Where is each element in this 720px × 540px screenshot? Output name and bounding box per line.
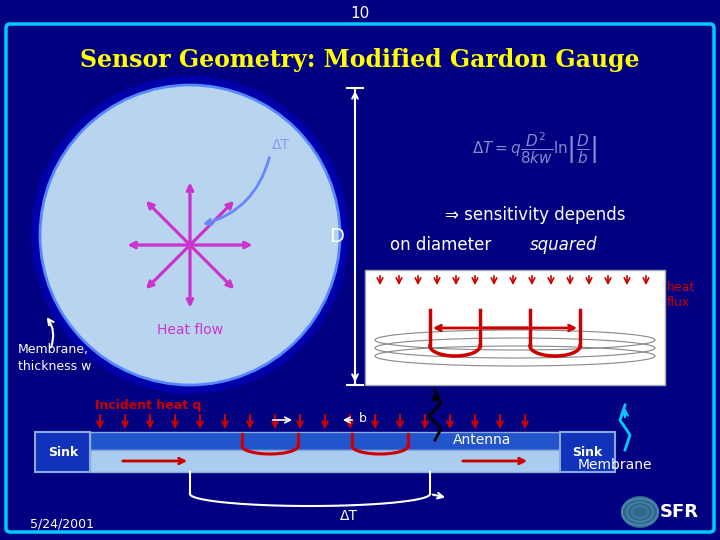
Bar bbox=[35, 432, 90, 472]
Bar bbox=[560, 432, 615, 472]
Text: 10: 10 bbox=[351, 6, 369, 22]
Text: D: D bbox=[330, 227, 344, 246]
Ellipse shape bbox=[40, 85, 340, 385]
Text: Membrane: Membrane bbox=[577, 458, 652, 472]
Text: heat
flux: heat flux bbox=[667, 281, 696, 309]
Text: Incident heat q: Incident heat q bbox=[95, 400, 202, 413]
Bar bbox=[90, 432, 560, 450]
Text: b: b bbox=[359, 413, 367, 426]
Ellipse shape bbox=[621, 496, 659, 528]
Text: Heat flow: Heat flow bbox=[157, 323, 223, 337]
Text: thickness w: thickness w bbox=[18, 361, 91, 374]
Text: ΔT: ΔT bbox=[340, 509, 358, 523]
Text: Sensor Geometry: Modified Gardon Gauge: Sensor Geometry: Modified Gardon Gauge bbox=[80, 48, 640, 72]
Text: 5/24/2001: 5/24/2001 bbox=[30, 517, 94, 530]
Text: squared: squared bbox=[530, 236, 598, 254]
Text: on diameter: on diameter bbox=[390, 236, 497, 254]
Ellipse shape bbox=[31, 76, 349, 394]
Text: Sink: Sink bbox=[572, 446, 602, 458]
Text: ΔT: ΔT bbox=[272, 138, 290, 152]
Bar bbox=[365, 270, 665, 385]
Text: $\mathit{\Delta T=q\dfrac{D^2}{8kw}\ln\!\left|\dfrac{D}{b}\right|}$: $\mathit{\Delta T=q\dfrac{D^2}{8kw}\ln\!… bbox=[472, 130, 598, 166]
Text: Sink: Sink bbox=[48, 446, 78, 458]
Bar bbox=[90, 450, 560, 472]
Text: ⇒ sensitivity depends: ⇒ sensitivity depends bbox=[445, 206, 625, 224]
FancyBboxPatch shape bbox=[6, 24, 714, 532]
Text: Membrane,: Membrane, bbox=[18, 343, 89, 356]
Text: Antenna: Antenna bbox=[453, 433, 511, 447]
Text: SFR: SFR bbox=[660, 503, 699, 521]
